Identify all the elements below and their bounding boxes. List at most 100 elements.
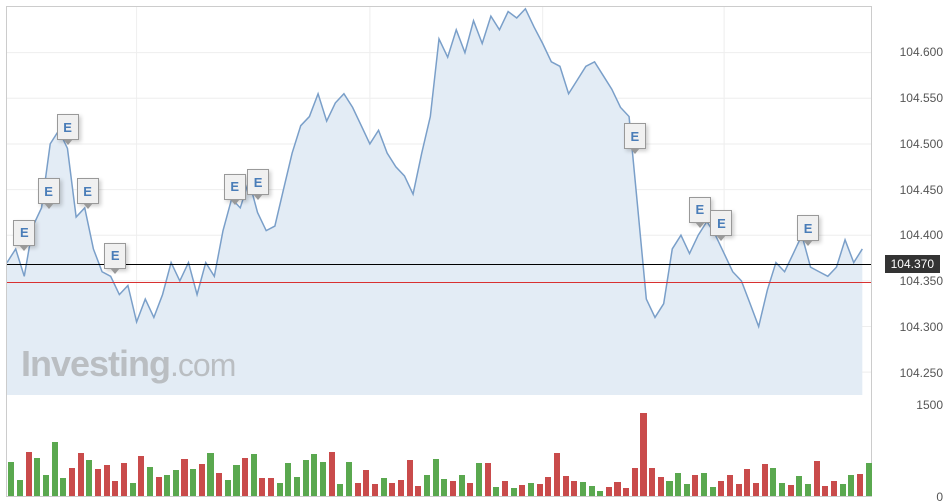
y-tick-label: 104.600 [900,45,943,59]
volume-bar [744,469,750,496]
y-tick-label: 104.250 [900,366,943,380]
volume-bar [814,461,820,496]
volume-bar [60,478,66,496]
volume-bar [528,483,534,496]
y-tick-label: 104.300 [900,320,943,334]
volume-bar [69,468,75,496]
reference-line-open [7,282,871,283]
reference-line-current [7,264,871,265]
volume-bar [485,463,491,496]
volume-bar [727,475,733,496]
volume-bar [753,483,759,496]
volume-bar [831,481,837,496]
y-tick-label: 104.450 [900,183,943,197]
event-marker[interactable]: E [624,123,646,149]
volume-bar [95,469,101,496]
volume-bar [277,483,283,496]
volume-bar [710,487,716,496]
volume-bar [459,475,465,496]
volume-bar [329,452,335,496]
volume-bar [718,481,724,496]
volume-bar [346,462,352,496]
volume-bar [554,453,560,496]
volume-bar [632,468,638,496]
y-tick-label: 104.400 [900,228,943,242]
volume-bar [181,459,187,496]
volume-bar [805,484,811,496]
volume-y-tick-label: 0 [936,490,943,504]
event-marker[interactable]: E [224,174,246,200]
watermark-suffix: .com [170,347,235,383]
volume-bar [658,477,664,496]
event-marker[interactable]: E [13,220,35,246]
volume-bar [363,470,369,496]
volume-bar [138,456,144,496]
event-marker[interactable]: E [689,197,711,223]
volume-bar [476,463,482,496]
volume-bar [848,475,854,496]
volume-bar [225,480,231,496]
volume-bar [216,473,222,496]
volume-bar [112,481,118,496]
volume-bar [822,486,828,496]
volume-bar [147,467,153,496]
volume-bar [199,464,205,496]
volume-bar [104,465,110,496]
volume-bar [130,483,136,496]
volume-bar [537,484,543,496]
volume-bar [320,462,326,496]
volume-bar [840,484,846,496]
volume-bar [519,485,525,496]
volume-bar [17,480,23,496]
volume-bar [433,459,439,496]
event-marker[interactable]: E [247,169,269,195]
volume-bar [398,480,404,496]
volume-bar [779,483,785,496]
volume-bar [52,442,58,496]
event-marker[interactable]: E [797,215,819,241]
volume-bar [156,477,162,496]
event-marker[interactable]: E [38,178,60,204]
y-tick-label: 104.500 [900,137,943,151]
volume-bar [251,454,257,496]
volume-bar [467,483,473,496]
event-marker[interactable]: E [77,178,99,204]
volume-bar [389,483,395,496]
volume-bar [164,475,170,496]
volume-bar [545,477,551,496]
volume-bar [675,473,681,496]
volume-bar [259,478,265,496]
volume-bar [43,475,49,496]
volume-bar [692,475,698,496]
volume-bar [268,478,274,496]
watermark-brand: Investing [21,343,170,384]
volume-bar [563,476,569,496]
volume-bar [770,468,776,496]
volume-bar [415,486,421,496]
volume-chart[interactable] [6,395,872,497]
volume-bar [8,462,14,496]
volume-bar [173,470,179,496]
volume-bar [866,463,872,496]
volume-bar [441,479,447,496]
event-marker[interactable]: E [57,114,79,140]
price-chart[interactable]: 104.370 Investing.com EEEEEEEEEEE [6,6,872,396]
volume-y-tick-label: 1500 [916,398,943,412]
volume-bar [736,484,742,496]
volume-bar [450,481,456,496]
volume-bar [640,413,646,496]
volume-bar [78,453,84,496]
volume-bar [571,481,577,496]
volume-bar [372,484,378,496]
volume-bar [580,482,586,496]
volume-bar [493,487,499,496]
volume-bar [86,460,92,496]
event-marker[interactable]: E [710,210,732,236]
volume-bar [502,481,508,496]
volume-bar [242,458,248,496]
volume-bar [355,483,361,496]
volume-bar [294,477,300,496]
volume-bar [857,474,863,496]
volume-bar [407,460,413,496]
event-marker[interactable]: E [104,243,126,269]
